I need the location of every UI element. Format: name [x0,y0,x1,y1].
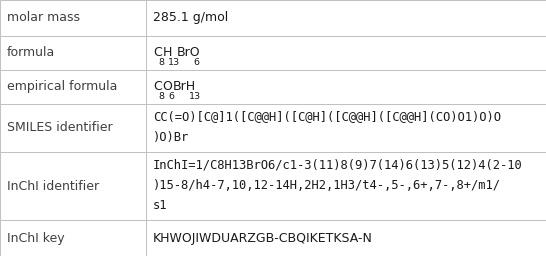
Text: molar mass: molar mass [7,11,80,24]
Text: 6: 6 [193,58,199,67]
Text: BrO: BrO [177,46,200,59]
Text: InChI=1/C8H13BrO6/c1-3(11)8(9)7(14)6(13)5(12)4(2-10: InChI=1/C8H13BrO6/c1-3(11)8(9)7(14)6(13)… [153,159,523,172]
Text: 8: 8 [158,92,164,101]
Text: )15-8/h4-7,10,12-14H,2H2,1H3/t4-,5-,6+,7-,8+/m1/: )15-8/h4-7,10,12-14H,2H2,1H3/t4-,5-,6+,7… [153,179,501,192]
Text: 13: 13 [168,58,180,67]
Text: C: C [153,80,162,93]
Text: H: H [163,46,172,59]
Text: empirical formula: empirical formula [7,80,117,93]
Text: 6: 6 [168,92,174,101]
Text: KHWOJIWDUARZGB-CBQIKETKSA-N: KHWOJIWDUARZGB-CBQIKETKSA-N [153,232,373,245]
Text: 8: 8 [158,58,164,67]
Text: SMILES identifier: SMILES identifier [7,122,112,134]
Text: CC(=O)[C@]1([C@@H]([C@H]([C@@H]([C@@H](CO)O1)O)O: CC(=O)[C@]1([C@@H]([C@H]([C@@H]([C@@H](C… [153,110,501,123]
Text: 13: 13 [189,92,201,101]
Text: O: O [163,80,173,93]
Text: )O)Br: )O)Br [153,131,189,144]
Text: InChI key: InChI key [7,232,64,245]
Text: InChI identifier: InChI identifier [7,180,99,193]
Text: BrH: BrH [173,80,195,93]
Text: C: C [153,46,162,59]
Text: formula: formula [7,46,55,59]
Text: 285.1 g/mol: 285.1 g/mol [153,11,228,24]
Text: s1: s1 [153,199,168,212]
